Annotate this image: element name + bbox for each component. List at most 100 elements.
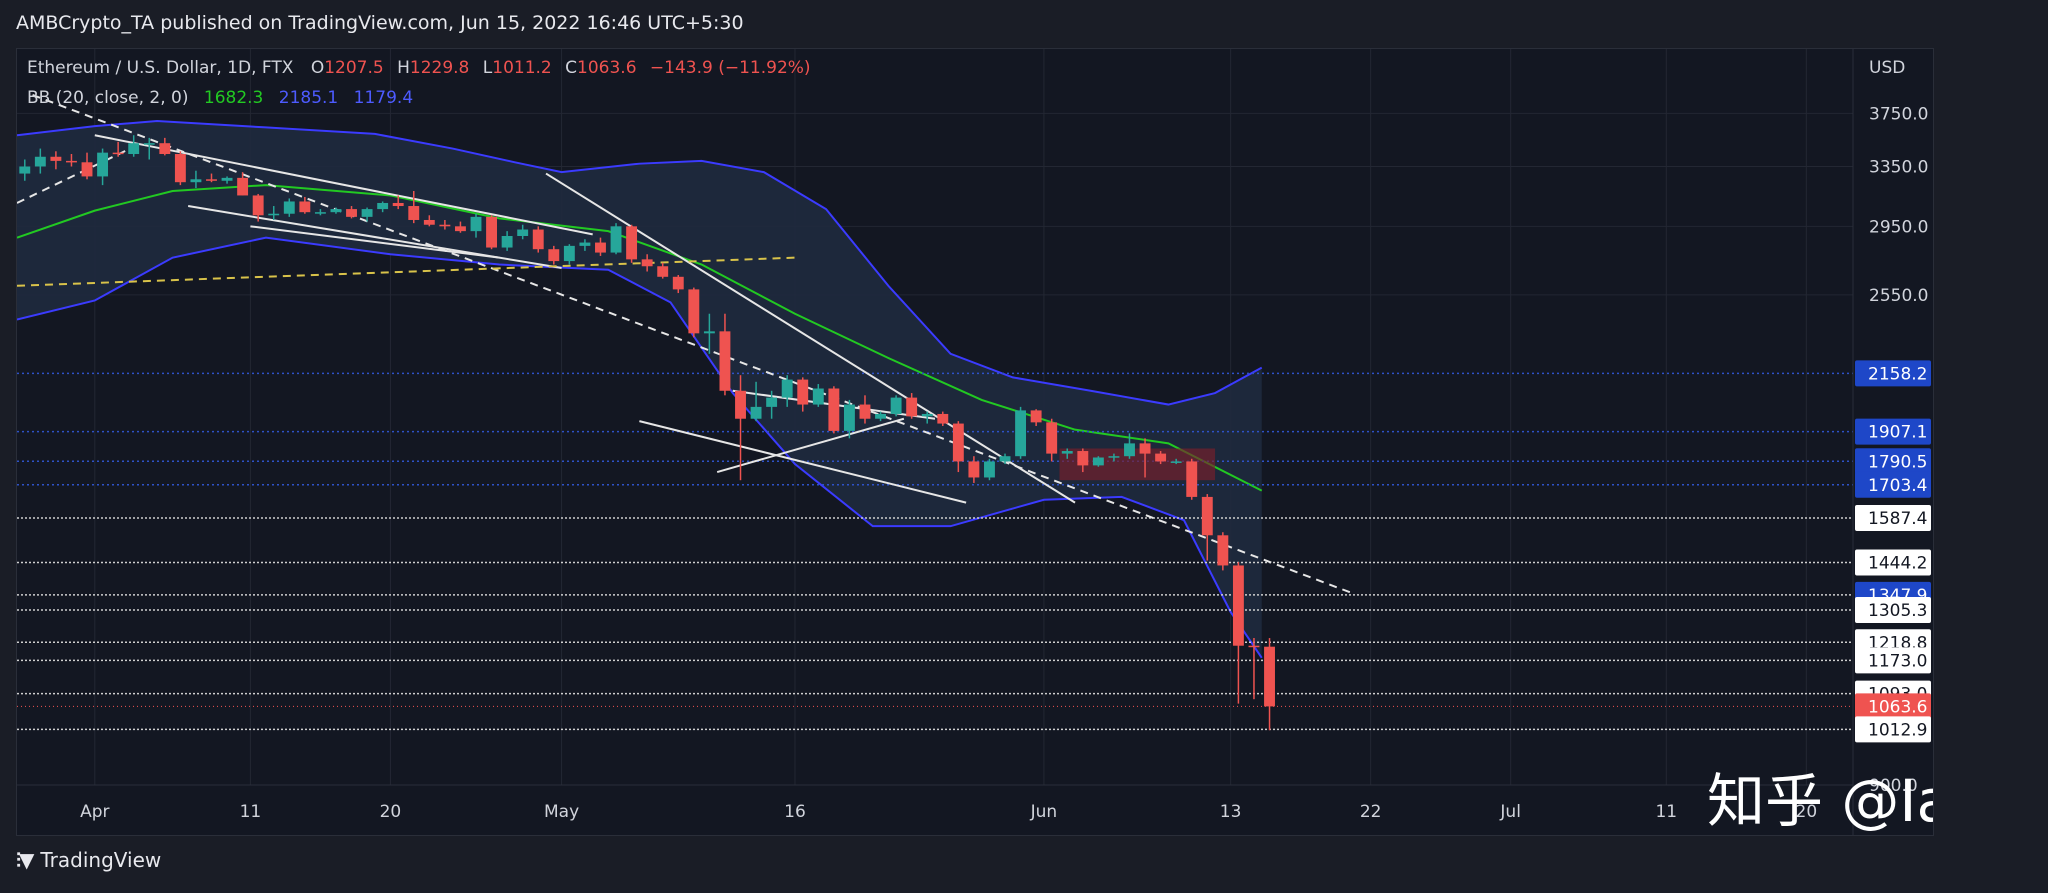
candle-body — [1124, 443, 1135, 457]
candle-body — [174, 154, 186, 183]
bb-fill — [17, 120, 1262, 658]
candle-body — [237, 177, 249, 196]
close-label: C — [565, 58, 577, 78]
candle-body — [937, 413, 949, 424]
price-badge-label: 1790.5 — [1868, 452, 1927, 472]
candle-body — [377, 202, 389, 210]
price-badge — [1855, 716, 1931, 743]
candle-body — [548, 249, 560, 262]
candle-body — [190, 179, 202, 183]
price-badge — [1855, 549, 1931, 576]
bollinger-bands — [17, 119, 1263, 659]
time-tick-label: 20 — [1796, 802, 1818, 822]
candle-body — [532, 229, 544, 250]
candle-body — [1217, 535, 1229, 566]
candle-body — [1030, 410, 1042, 423]
indicator-name: BB (20, close, 2, 0) — [27, 88, 188, 108]
candle-body — [128, 143, 140, 155]
candle-body — [719, 331, 731, 391]
candle-body — [112, 152, 124, 155]
candle-body — [66, 160, 77, 163]
candle-body — [797, 379, 809, 405]
candle-body — [81, 162, 93, 177]
candle-body — [439, 224, 451, 227]
candle-body — [890, 397, 902, 414]
candle-body — [1170, 461, 1182, 463]
candle-body — [454, 226, 466, 232]
change-value: −143.9 (−11.92%) — [650, 58, 811, 78]
watermark: 知乎 @Ian — [1707, 767, 1933, 835]
candle-body — [750, 406, 762, 419]
axes: USD 3750.0 3350.0 2950.0 2550.0 900.0 2158.2 19… — [17, 49, 1933, 835]
candle-body — [610, 226, 622, 253]
candle-body — [1077, 451, 1089, 466]
candle-body — [999, 456, 1011, 462]
candle-body — [1061, 451, 1073, 454]
candle-body — [252, 195, 264, 216]
candle-body — [1201, 496, 1213, 536]
price-badge — [1855, 647, 1931, 674]
candle-body — [984, 461, 995, 478]
candle-body — [159, 143, 171, 155]
svg-text:Ethereum / U.S. Dollar, 1D, FT: Ethereum / U.S. Dollar, 1D, FTX O1207.5 … — [27, 58, 811, 78]
time-tick-label: May — [544, 802, 579, 822]
trendline — [187, 205, 562, 269]
bb-upper-line — [17, 119, 1263, 406]
candle-body — [1248, 645, 1260, 648]
candle-body — [595, 242, 606, 253]
candle-body — [688, 289, 700, 334]
open-value: 1207.5 — [324, 58, 383, 78]
candle-body — [486, 216, 498, 248]
candle-body — [641, 259, 653, 267]
price-badge — [1855, 360, 1931, 387]
candle-body — [952, 423, 964, 462]
candle-body — [563, 245, 575, 262]
price-badge-label: 1305.3 — [1868, 601, 1927, 621]
candle-body — [1232, 565, 1244, 646]
time-tick-label: 13 — [1220, 802, 1242, 822]
time-tick-label: Jul — [1499, 802, 1521, 822]
bb-lower-line — [17, 236, 1263, 659]
tradingview-logo[interactable]: ⫶▼ TradingView — [16, 848, 161, 872]
bb-basis-line — [17, 184, 1263, 492]
candle-body — [268, 213, 280, 216]
price-badge — [1855, 693, 1931, 720]
time-tick-label: 11 — [240, 802, 262, 822]
trendline — [639, 420, 967, 504]
candle-body — [361, 209, 373, 217]
low-label: L — [483, 58, 493, 78]
published-by-header: AMBCrypto_TA published on TradingView.co… — [16, 12, 744, 34]
candle-body — [657, 266, 669, 277]
candle-body — [672, 276, 684, 290]
time-tick-label: 20 — [380, 802, 402, 822]
candlestick-chart[interactable]: USD 3750.0 3350.0 2950.0 2550.0 900.0 2158.2 19… — [17, 49, 1933, 835]
candle-body — [1264, 646, 1275, 707]
candle-body — [626, 226, 638, 260]
svg-text:BB (20, close, 2, 0) 1: BB (20, close, 2, 0) 1682.3 2185.1 1179.… — [27, 88, 413, 108]
candle-body — [50, 156, 62, 161]
price-badge — [1855, 418, 1931, 445]
price-badge — [1855, 471, 1931, 498]
price-tick-label: 2950.0 — [1869, 217, 1928, 237]
time-tick-label: 16 — [784, 802, 806, 822]
candle-body — [968, 461, 980, 478]
chart-container[interactable]: USD 3750.0 3350.0 2950.0 2550.0 900.0 2158.2 19… — [16, 48, 1934, 836]
price-badge-label: 1012.9 — [1868, 720, 1927, 740]
candle-body — [579, 242, 591, 246]
candle-body — [812, 388, 824, 405]
tradingview-logo-text: TradingView — [40, 848, 162, 872]
candle-body — [828, 388, 840, 431]
time-tick-label: Jun — [1030, 802, 1058, 822]
close-value: 1063.6 — [577, 58, 636, 78]
high-label: H — [397, 58, 410, 78]
open-label: O — [311, 58, 324, 78]
candle-body — [299, 201, 311, 213]
candle-body — [19, 166, 31, 174]
candle-body — [501, 235, 513, 248]
candle-body — [470, 216, 482, 232]
price-badge-label: 1703.4 — [1868, 476, 1927, 496]
candle-body — [1046, 422, 1058, 454]
candle-body — [346, 209, 357, 217]
price-badge-label: 1173.0 — [1868, 651, 1927, 671]
trendline — [17, 256, 796, 287]
